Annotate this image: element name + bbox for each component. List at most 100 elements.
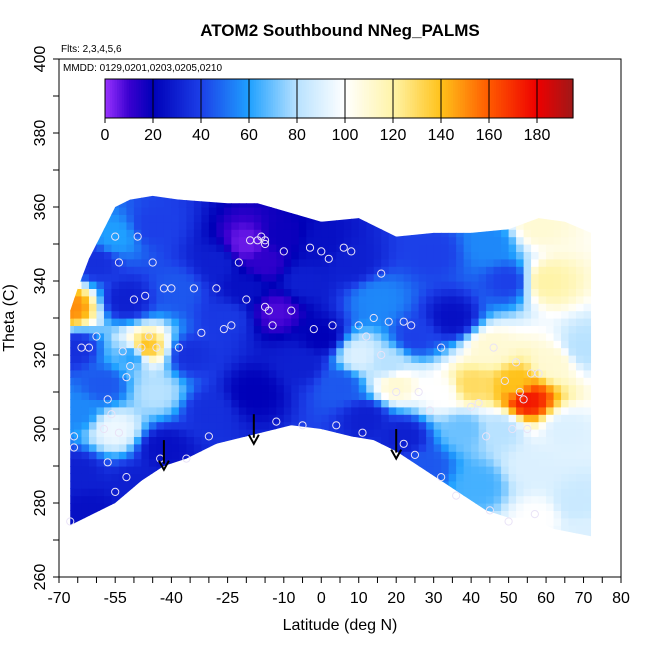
heatmap-cell [96, 414, 105, 423]
heatmap-cell [351, 392, 360, 400]
heatmap-cell [208, 199, 217, 208]
sample-point [474, 399, 483, 408]
heatmap-cell [216, 480, 225, 489]
heatmap-cell [238, 288, 247, 297]
heatmap-cell [238, 488, 247, 497]
heatmap-cell [396, 236, 405, 245]
heatmap-cell [471, 421, 480, 430]
heatmap-cell [313, 221, 322, 230]
heatmap-cell [238, 318, 247, 326]
heatmap-cell [538, 362, 547, 371]
heatmap-cell [313, 251, 322, 260]
heatmap-cell [186, 214, 195, 223]
heatmap-cell [388, 251, 397, 260]
heatmap-cell [186, 207, 195, 215]
heatmap-cell [231, 199, 240, 208]
heatmap-cell [73, 318, 83, 326]
heatmap-cell [156, 362, 165, 371]
heatmap-cell [411, 195, 420, 201]
heatmap-cell [201, 525, 210, 534]
heatmap-cell [463, 503, 472, 511]
colorbar-swatch [217, 79, 221, 118]
heatmap-cell [126, 214, 135, 223]
colorbar-swatch [141, 79, 144, 118]
heatmap-cell [133, 429, 143, 437]
heatmap-cell [583, 318, 592, 326]
heatmap-cell [171, 458, 180, 467]
heatmap-cell [246, 273, 255, 282]
heatmap-cell [418, 495, 427, 504]
heatmap-cell [141, 258, 150, 267]
heatmap-cell [568, 266, 577, 275]
colorbar-swatch [261, 79, 264, 118]
heatmap-cell [216, 251, 225, 260]
heatmap-cell [133, 510, 143, 519]
heatmap-cell [141, 199, 150, 208]
heatmap-cell [148, 510, 158, 519]
heatmap-cell [433, 421, 442, 430]
heatmap-cell [561, 517, 570, 526]
heatmap-cell [133, 443, 143, 452]
sample-point [485, 506, 494, 515]
heatmap-cell [358, 251, 367, 260]
heatmap-cell [448, 303, 457, 312]
heatmap-cell [231, 303, 240, 312]
heatmap-cell [298, 451, 307, 460]
heatmap-cell [486, 310, 495, 319]
heatmap-cell [216, 473, 225, 482]
heatmap-cell [268, 495, 277, 504]
heatmap-cell [268, 414, 277, 423]
heatmap-cell [313, 384, 322, 393]
heatmap-cell [201, 207, 210, 215]
heatmap-cell [216, 266, 225, 275]
heatmap-cell [96, 355, 105, 363]
heatmap-cell [193, 495, 202, 504]
colorbar-swatch [306, 79, 310, 118]
heatmap-cell [478, 199, 487, 208]
heatmap-cell [336, 340, 345, 349]
heatmap-cell [471, 429, 480, 437]
heatmap-cell [111, 451, 120, 460]
heatmap-cell [358, 207, 367, 215]
heatmap-cell [478, 340, 487, 349]
heatmap-cell [426, 266, 435, 275]
heatmap-cell [456, 258, 465, 267]
heatmap-cell [516, 443, 525, 452]
heatmap-cell [343, 258, 352, 267]
heatmap-cell [343, 221, 352, 230]
heatmap-cell [486, 377, 495, 386]
heatmap-cell [553, 340, 562, 349]
heatmap-cell [396, 532, 405, 537]
heatmap-cell [441, 340, 450, 349]
heatmap-cell [486, 369, 495, 378]
heatmap-cell [328, 199, 337, 208]
heatmap-cell [381, 392, 390, 400]
heatmap-cell [531, 510, 540, 519]
heatmap-cell [568, 436, 577, 445]
heatmap-cell [118, 377, 128, 386]
heatmap-cell [591, 466, 599, 474]
heatmap-cell [456, 406, 465, 415]
heatmap-cell [216, 244, 225, 252]
heatmap-cell [73, 347, 83, 356]
heatmap-cell [231, 288, 240, 297]
heatmap-cell [261, 517, 270, 526]
heatmap-cell [426, 362, 435, 371]
heatmap-cell [73, 281, 83, 289]
heatmap-cell [546, 362, 555, 371]
heatmap-cell [418, 273, 427, 282]
heatmap-cell [471, 195, 480, 201]
heatmap-cell [538, 332, 547, 341]
heatmap-cell [388, 332, 397, 341]
sample-point [242, 295, 251, 304]
heatmap-cell [216, 199, 225, 208]
heatmap-cell [523, 229, 532, 238]
heatmap-cell [531, 288, 540, 297]
heatmap-cell [163, 488, 172, 497]
heatmap-cell [96, 495, 105, 504]
heatmap-cell [88, 480, 98, 489]
heatmap-cell [186, 517, 195, 526]
heatmap-cell [141, 244, 150, 252]
heatmap-cell [411, 355, 420, 363]
heatmap-cell [231, 236, 240, 245]
